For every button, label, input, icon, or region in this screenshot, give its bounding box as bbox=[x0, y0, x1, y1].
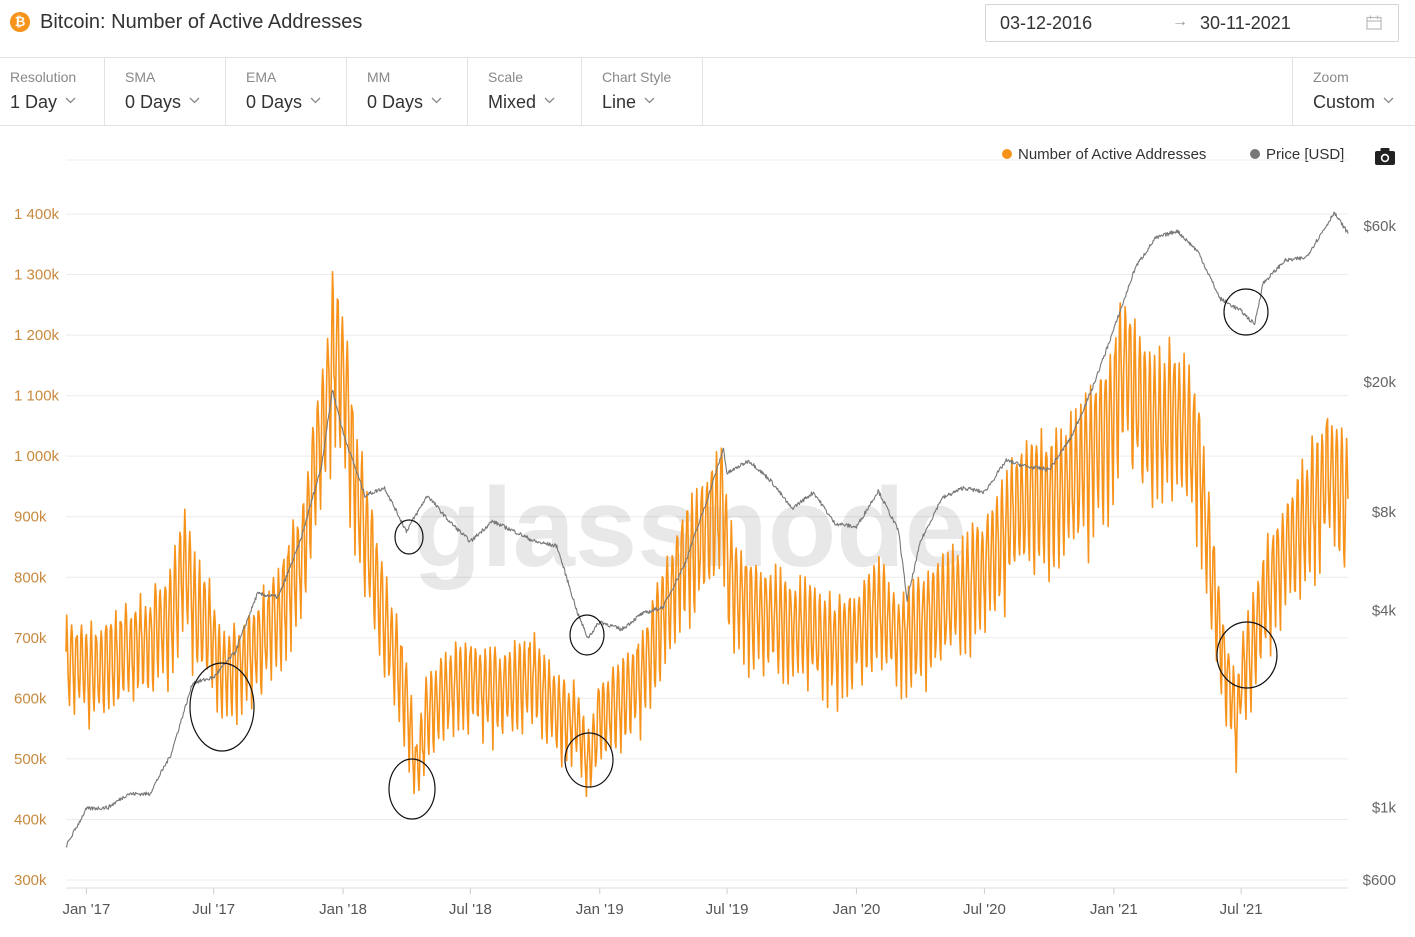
chevron-down-icon bbox=[644, 97, 655, 104]
right-tick-label: $4k bbox=[1372, 603, 1397, 620]
scale-label: Scale bbox=[488, 69, 524, 85]
camera-icon[interactable] bbox=[1374, 146, 1396, 166]
right-tick-label: $60k bbox=[1363, 218, 1396, 235]
mm-value: 0 Days bbox=[367, 92, 442, 113]
annotation-circles bbox=[189, 288, 1278, 820]
right-tick-label: $8k bbox=[1372, 504, 1397, 521]
chevron-down-icon bbox=[189, 97, 200, 104]
legend-dot-price bbox=[1250, 149, 1260, 160]
series-line-active-addresses bbox=[65, 270, 1349, 798]
resolution-label: Resolution bbox=[10, 69, 77, 85]
chevron-down-icon bbox=[310, 97, 321, 104]
scale-value: Mixed bbox=[488, 92, 555, 113]
chart-toolbar: Resolution 1 Day SMA 0 Days EMA 0 Days M… bbox=[0, 58, 1415, 126]
chart-style-value: Line bbox=[602, 92, 655, 113]
x-tick-label: Jul '20 bbox=[963, 901, 1006, 918]
ema-label: EMA bbox=[246, 69, 277, 85]
chart-style-label: Chart Style bbox=[602, 69, 672, 85]
sma-select[interactable]: SMA 0 Days bbox=[105, 58, 226, 125]
ema-value: 0 Days bbox=[246, 92, 321, 113]
legend-label-price: Price [USD] bbox=[1266, 146, 1345, 163]
left-tick-label: 1 200k bbox=[14, 327, 60, 344]
x-tick-label: Jul '19 bbox=[706, 901, 749, 918]
x-tick-label: Jan '19 bbox=[576, 901, 624, 918]
scale-select[interactable]: Scale Mixed bbox=[468, 58, 582, 125]
x-tick-label: Jan '18 bbox=[319, 901, 367, 918]
date-start-input[interactable]: 03-12-2016 bbox=[1000, 13, 1093, 33]
zoom-label: Zoom bbox=[1313, 69, 1349, 85]
chevron-down-icon bbox=[431, 97, 442, 104]
zoom-select[interactable]: Zoom Custom bbox=[1292, 58, 1415, 125]
legend-item-addresses[interactable]: Number of Active Addresses bbox=[1002, 146, 1206, 163]
header: ₿ Bitcoin: Number of Active Addresses 03… bbox=[0, 0, 1415, 58]
chart-style-select[interactable]: Chart Style Line bbox=[582, 58, 703, 125]
resolution-select[interactable]: Resolution 1 Day bbox=[0, 58, 105, 125]
x-axis: Jan '17 Jul '17 Jan '18 Jul '18 Jan '19 Jul '… bbox=[62, 887, 1348, 918]
left-axis: 300k 400k 500k 600k 700k 800k 900k 1 000k 1 100k… bbox=[14, 206, 60, 889]
page-title: Bitcoin: Number of Active Addresses bbox=[40, 11, 363, 33]
bitcoin-icon: ₿ bbox=[10, 12, 30, 32]
right-tick-label: $1k bbox=[1372, 799, 1397, 816]
zoom-value: Custom bbox=[1313, 92, 1394, 113]
x-tick-label: Jan '17 bbox=[62, 901, 110, 918]
mm-label: MM bbox=[367, 69, 391, 85]
right-axis: $600 $1k $4k $8k $20k $60k bbox=[1363, 218, 1397, 889]
chevron-down-icon bbox=[1383, 97, 1394, 104]
annotation-circle bbox=[394, 519, 424, 555]
sma-label: SMA bbox=[125, 69, 156, 85]
annotation-circle bbox=[1223, 288, 1269, 336]
chevron-down-icon bbox=[544, 97, 555, 104]
sma-value: 0 Days bbox=[125, 92, 200, 113]
x-tick-label: Jan '20 bbox=[832, 901, 880, 918]
annotation-circle bbox=[388, 758, 436, 820]
left-tick-label: 1 300k bbox=[14, 267, 60, 284]
chevron-down-icon bbox=[65, 97, 76, 104]
annotation-circle bbox=[1216, 621, 1278, 689]
date-range-picker[interactable]: 03-12-2016 → 30-11-2021 bbox=[985, 4, 1399, 42]
legend-label-addresses: Number of Active Addresses bbox=[1018, 146, 1207, 163]
x-tick-label: Jan '21 bbox=[1090, 901, 1138, 918]
ema-select[interactable]: EMA 0 Days bbox=[226, 58, 347, 125]
annotation-circle bbox=[189, 662, 255, 752]
series-line-price bbox=[65, 211, 1349, 848]
annotation-circle bbox=[569, 614, 605, 656]
calendar-icon[interactable] bbox=[1366, 15, 1382, 30]
x-tick-label: Jul '17 bbox=[192, 901, 235, 918]
arrow-right-icon: → bbox=[1172, 13, 1188, 30]
left-tick-label: 800k bbox=[14, 569, 47, 586]
left-tick-label: 1 000k bbox=[14, 448, 60, 465]
legend-dot-addresses bbox=[1002, 149, 1012, 160]
right-tick-label: $20k bbox=[1363, 374, 1396, 391]
x-tick-label: Jul '18 bbox=[449, 901, 492, 918]
left-tick-label: 900k bbox=[14, 509, 47, 526]
annotation-circle bbox=[564, 732, 614, 788]
mm-select[interactable]: MM 0 Days bbox=[347, 58, 468, 125]
date-end-input[interactable]: 30-11-2021 bbox=[1200, 13, 1291, 33]
resolution-value: 1 Day bbox=[10, 92, 76, 113]
left-tick-label: 1 400k bbox=[14, 206, 60, 223]
x-tick-label: Jul '21 bbox=[1220, 901, 1263, 918]
chart-area: glassnode 300k400k500k600k700k800k900k1 … bbox=[14, 159, 1397, 918]
left-tick-label: 1 100k bbox=[14, 388, 60, 405]
left-tick-label: 300k bbox=[14, 872, 47, 889]
left-tick-label: 600k bbox=[14, 690, 47, 707]
left-tick-label: 500k bbox=[14, 751, 47, 768]
right-tick-label: $600 bbox=[1363, 872, 1396, 889]
left-tick-label: 400k bbox=[14, 811, 47, 828]
left-tick-label: 700k bbox=[14, 630, 47, 647]
legend-item-price[interactable]: Price [USD] bbox=[1250, 146, 1344, 163]
